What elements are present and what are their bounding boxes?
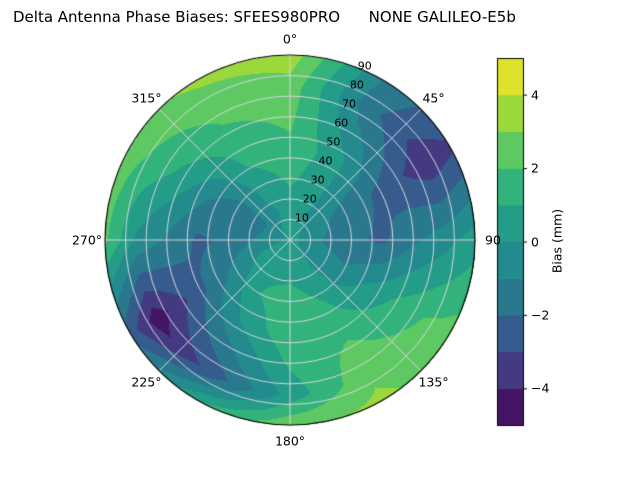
chart-title: Delta Antenna Phase Biases: SFEES980PRO …: [13, 8, 516, 26]
angular-tick-label: 180°: [274, 433, 306, 449]
radial-tick-label: 80: [349, 78, 364, 92]
colorbar-axis-label: Bias (mm): [549, 208, 565, 274]
radial-tick-label: 90: [357, 59, 372, 73]
colorbar-tick-label: −4: [531, 380, 550, 396]
colorbar-tick-label: −2: [531, 307, 550, 323]
angular-tick-label: 90: [485, 232, 501, 248]
angular-tick-label: 0°: [282, 31, 298, 47]
radial-tick-label: 50: [326, 135, 341, 149]
angular-tick-label: 135°: [418, 374, 449, 390]
angular-tick-label: 225°: [131, 374, 162, 390]
radial-tick-label: 70: [342, 97, 357, 111]
radial-tick-label: 20: [302, 192, 317, 206]
colorbar-tick-label: 4: [531, 87, 539, 103]
radial-tick-label: 10: [294, 211, 309, 225]
colorbar-tick-label: 0: [531, 234, 539, 249]
angular-tick-label: 270°: [71, 232, 103, 248]
colorbar-tick-label: 2: [531, 160, 539, 176]
angular-tick-label: 45°: [422, 90, 445, 106]
radial-tick-label: 60: [334, 116, 349, 130]
radial-tick-label: 40: [318, 154, 333, 168]
radial-tick-label: 30: [310, 173, 325, 187]
angular-tick-label: 315°: [131, 90, 162, 106]
